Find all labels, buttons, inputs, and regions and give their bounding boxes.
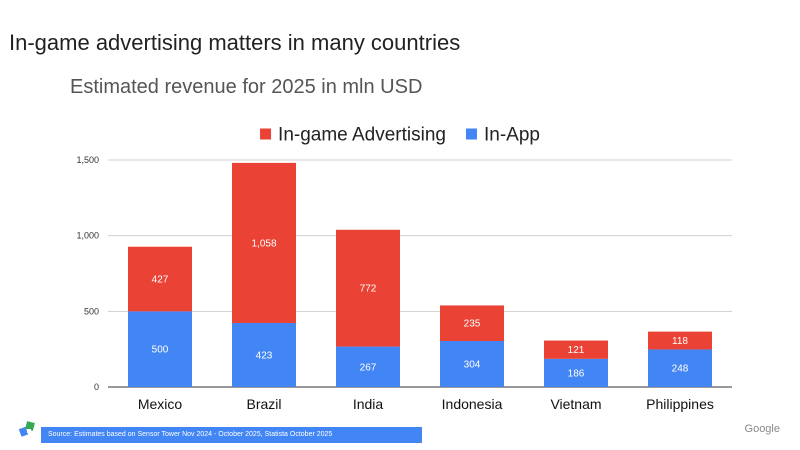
chart-bars: 500 427 423 1,058 267 772 304 235 186 121 248 118 [128,162,712,387]
data-label: 267 [360,362,377,373]
bar-segment [128,246,192,312]
data-label: 423 [256,350,273,361]
bar-segment [648,331,712,350]
legend-label: In-game Advertising [278,125,446,146]
stacked-bar-chart: In-game Advertising In-App 0 500 1,000 1,500… [76,125,732,412]
x-tick-label: Indonesia [442,396,503,412]
x-axis: Mexico Brazil India Indonesia Vietnam Philipp… [138,396,714,412]
slide-title: In-game advertising matters in many coun… [9,30,461,55]
legend-item: In-game Advertising [260,125,446,146]
x-tick-label: Mexico [138,396,183,412]
chart-subtitle: Estimated revenue for 2025 in mln USD [70,76,423,98]
data-label: 500 [152,345,169,356]
x-tick-label: Brazil [246,396,281,412]
bar-segment [544,358,608,387]
x-tick-label: Vietnam [550,396,601,412]
footer-brand: Google [744,423,780,435]
data-label: 248 [672,364,689,375]
bar-segment [232,162,296,323]
data-label: 235 [464,319,481,330]
chart-gridlines [108,159,732,388]
bar-segment [336,229,400,347]
x-tick-label: Philippines [646,396,714,412]
data-label: 118 [672,336,688,347]
y-tick-label: 500 [84,306,99,316]
data-label: 772 [360,284,377,295]
bar-segment [544,340,608,359]
bar-segment [336,346,400,387]
legend-swatch [465,128,477,140]
chart-legend: In-game Advertising In-App [260,125,540,146]
data-label: 304 [464,359,481,370]
bar-segment [648,349,712,387]
data-label: 427 [152,275,169,286]
bar-segment [128,311,192,387]
y-tick-label: 0 [94,382,99,392]
y-tick-label: 1,500 [76,155,99,165]
legend-label: In-App [484,125,540,146]
brand-logo-icon [18,421,35,437]
legend-item: In-App [465,125,540,146]
bar-segment [440,340,504,387]
y-axis: 0 500 1,000 1,500 [76,155,99,392]
data-label: 121 [568,345,585,356]
source-note: Source: Estimates based on Sensor Tower … [41,427,422,443]
y-tick-label: 1,000 [76,231,99,241]
legend-swatch [260,128,272,140]
data-label: 186 [568,368,585,379]
x-tick-label: India [353,396,384,412]
bar-segment [440,305,504,341]
bar-segment [232,322,296,387]
data-label: 1,058 [251,238,276,249]
